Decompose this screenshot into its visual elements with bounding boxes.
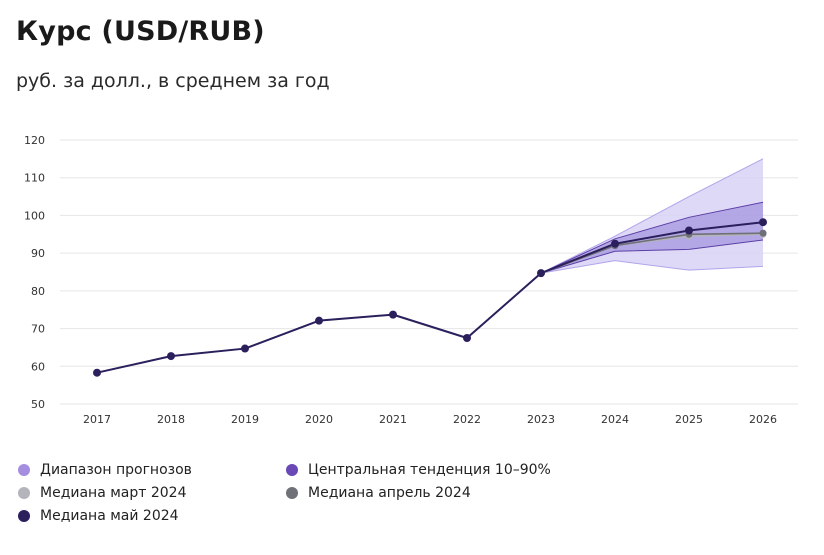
legend-label: Центральная тенденция 10–90%	[308, 462, 551, 478]
line-chart: 50 60 70 80 90 100 110 120 2017 2018 2019 2020 2021…	[24, 134, 798, 426]
x-tick-label: 2024	[601, 413, 629, 426]
data-point	[537, 269, 545, 278]
x-tick-label: 2022	[453, 413, 481, 426]
chart-subtitle: руб. за долл., в среднем за год	[16, 70, 330, 92]
grid-lines	[60, 139, 798, 405]
y-tick-label: 60	[31, 360, 45, 373]
x-tick-label: 2020	[305, 413, 333, 426]
y-axis-ticks: 50 60 70 80 90 100 110 120	[24, 134, 45, 411]
x-tick-label: 2019	[231, 413, 259, 426]
legend-item-forecast-range[interactable]: Диапазон прогнозов	[18, 462, 192, 478]
y-tick-label: 90	[31, 247, 45, 260]
y-tick-label: 110	[24, 172, 45, 185]
band-upper-edge	[540, 201, 764, 274]
x-axis-ticks: 2017 2018 2019 2020 2021 2022 2023 2024 2025 2026	[83, 413, 777, 426]
x-tick-label: 2023	[527, 413, 555, 426]
legend-item-central-tendency[interactable]: Центральная тенденция 10–90%	[286, 462, 551, 478]
y-tick-label: 120	[24, 134, 45, 147]
y-tick-label: 50	[31, 398, 45, 411]
legend-dot-icon	[18, 487, 30, 499]
data-point	[759, 218, 767, 227]
legend-label: Медиана май 2024	[40, 508, 179, 524]
data-point	[93, 368, 101, 377]
band-lower-edge	[540, 239, 764, 274]
series-line	[96, 221, 764, 374]
series-points	[93, 218, 767, 377]
band-lower-edge	[540, 260, 764, 274]
data-point	[167, 352, 175, 361]
legend-label: Медиана апрель 2024	[308, 485, 471, 501]
legend-label: Диапазон прогнозов	[40, 462, 192, 478]
legend-dot-icon	[286, 464, 298, 476]
data-point	[685, 226, 693, 235]
data-point	[389, 310, 397, 319]
y-tick-label: 100	[24, 209, 45, 222]
data-point	[463, 334, 471, 342]
data-point	[611, 239, 619, 248]
x-tick-label: 2021	[379, 413, 407, 426]
legend-item-median-april[interactable]: Медиана апрель 2024	[286, 485, 471, 501]
legend: Диапазон прогнозов Центральная тенденция…	[18, 462, 808, 542]
legend-item-median-march[interactable]: Медиана март 2024	[18, 485, 187, 501]
band-upper-edge	[540, 158, 764, 274]
y-tick-label: 80	[31, 285, 45, 298]
chart-title: Курс (USD/RUB)	[16, 16, 265, 47]
x-tick-label: 2026	[749, 413, 777, 426]
data-point	[241, 344, 249, 353]
legend-dot-icon	[18, 464, 30, 476]
legend-dot-icon	[18, 510, 30, 522]
legend-label: Медиана март 2024	[40, 485, 187, 501]
series-lines	[96, 221, 764, 374]
x-tick-label: 2018	[157, 413, 185, 426]
data-point	[759, 229, 767, 237]
forecast-bands	[540, 158, 764, 274]
x-tick-label: 2017	[83, 413, 111, 426]
legend-item-median-may[interactable]: Медиана май 2024	[18, 508, 179, 524]
data-point	[315, 316, 323, 325]
x-tick-label: 2025	[675, 413, 703, 426]
legend-dot-icon	[286, 487, 298, 499]
y-tick-label: 70	[31, 323, 45, 336]
